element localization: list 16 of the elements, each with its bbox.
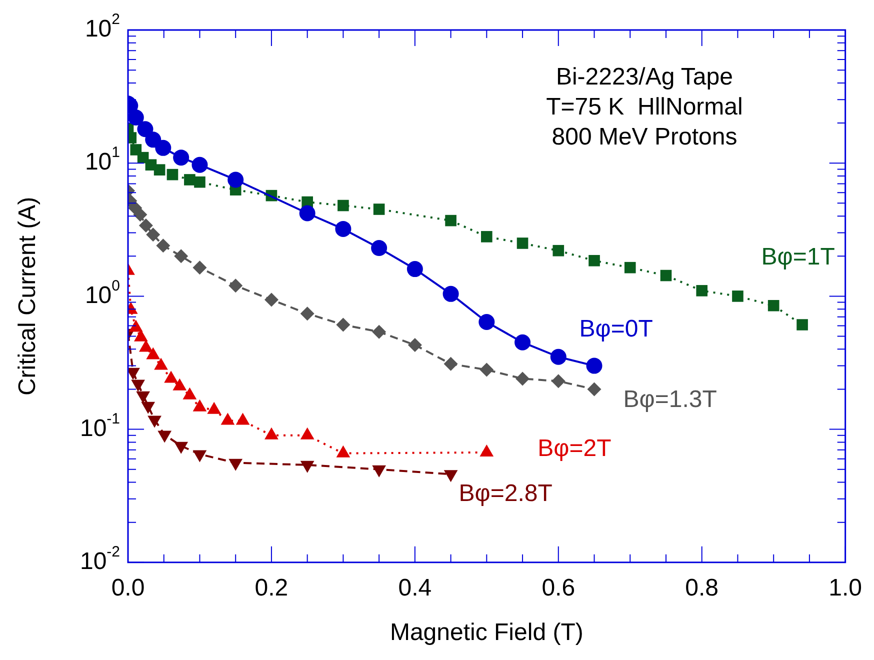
- x-tick-label: 0.6: [542, 574, 576, 602]
- series-label: Bφ=1.3T: [623, 386, 718, 413]
- series-label: Bφ=2T: [538, 435, 612, 462]
- x-tick-label: 1.0: [828, 574, 862, 602]
- x-axis-title: Magnetic Field (T): [390, 619, 584, 646]
- x-tick-label: 0.2: [254, 574, 288, 602]
- x-tick-label: 0.8: [685, 574, 719, 602]
- annotation: T=75 K HllNormal: [546, 94, 743, 121]
- x-tick-label: 0.0: [111, 574, 145, 602]
- annotation: Bi-2223/Ag Tape: [556, 64, 733, 91]
- x-tick-label: 0.4: [398, 574, 432, 602]
- series-label: Bφ=0T: [579, 315, 654, 342]
- annotation: 800 MeV Protons: [552, 124, 738, 151]
- series-label: Bφ=1T: [761, 243, 836, 270]
- series-label: Bφ=2.8T: [458, 480, 553, 507]
- y-axis-title: Critical Current (A): [14, 196, 42, 396]
